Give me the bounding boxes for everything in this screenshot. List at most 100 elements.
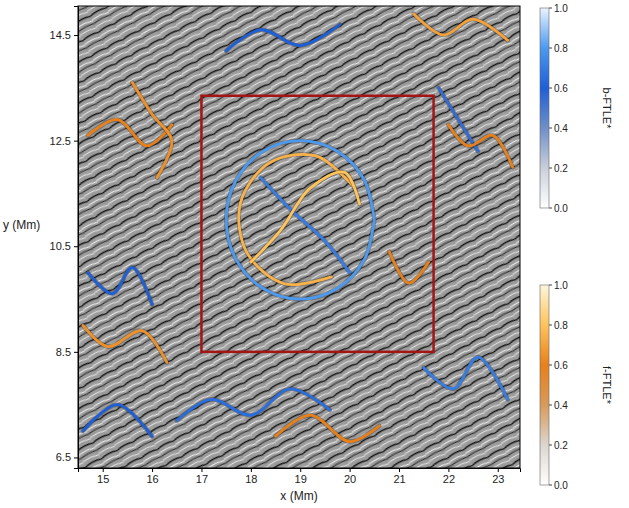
tick-label: 6.5 [56, 451, 71, 463]
tick-label: 19 [295, 473, 307, 485]
colorbar-tick [549, 168, 552, 169]
colorbar-tick [549, 8, 552, 9]
colorbar-tick-label: 0.8 [554, 320, 568, 331]
colorbar-ramp [540, 8, 549, 208]
ridge [424, 357, 508, 399]
colorbar-tick-label: 0.0 [554, 480, 568, 491]
axis-line [74, 7, 79, 469]
tick-mark [74, 352, 78, 353]
tick: 18 [245, 468, 257, 485]
tick-mark [74, 457, 78, 458]
tick: 10.5 [50, 240, 78, 252]
ridge-shadow [83, 325, 167, 362]
ridge [448, 125, 512, 167]
colorbar-tick [549, 485, 552, 486]
chart: 15 16 17 18 19 20 21 22 23 6.5 8.5 10.5 12.5 14.5 x (M… [0, 0, 629, 508]
colorbar-title: b-FTLE* [601, 88, 613, 130]
colorbar-tick-label: 0.6 [554, 83, 568, 94]
tick-label: 16 [146, 473, 158, 485]
ridge [132, 83, 172, 178]
tick-mark [74, 35, 78, 36]
ridge-shadow [132, 83, 172, 178]
tick-label: 18 [245, 473, 257, 485]
colorbar-tick [549, 325, 552, 326]
ridge [251, 172, 360, 262]
tick: 12.5 [50, 135, 78, 147]
colorbar-tick-label: 0.4 [554, 123, 568, 134]
ridge [88, 267, 152, 304]
ridge-shadow [276, 415, 380, 441]
x-axis: 15 16 17 18 19 20 21 22 23 [79, 468, 521, 485]
y-axis-title: y (Mm) [3, 218, 40, 232]
x-axis-title: x (Mm) [280, 489, 317, 503]
colorbar-tick [549, 285, 552, 286]
tick: 15 [97, 468, 109, 485]
tick-label: 17 [196, 473, 208, 485]
colorbar: 0.00.20.40.60.81.0b-FTLE* [540, 3, 613, 214]
tick: 22 [443, 468, 455, 485]
colorbar-tick-label: 0.0 [554, 203, 568, 214]
streamline-texture [78, 6, 520, 468]
ridge [226, 24, 340, 50]
colorbar-tick-label: 0.4 [554, 400, 568, 411]
colorbar-ramp [540, 285, 549, 485]
colorbar-tick-label: 1.0 [554, 280, 568, 291]
tick-mark [300, 468, 301, 472]
tick-mark [399, 468, 400, 472]
ridge-shadow [414, 14, 508, 40]
tick: 8.5 [56, 346, 78, 358]
ridge-shadow [389, 252, 429, 284]
tick-mark [74, 246, 78, 247]
tick-mark [251, 468, 252, 472]
tick-mark [103, 468, 104, 472]
ridge [83, 325, 167, 362]
ridge-shadow [83, 405, 152, 437]
colorbar-tick-label: 0.6 [554, 360, 568, 371]
axis-line [79, 469, 521, 473]
colorbar-tick [549, 445, 552, 446]
tick: 16 [146, 468, 158, 485]
colorbar-tick [549, 48, 552, 49]
tick: 20 [344, 468, 356, 485]
tick-label: 23 [492, 473, 504, 485]
tick-label: 15 [97, 473, 109, 485]
ridge [276, 415, 380, 441]
region-box [201, 96, 433, 352]
y-axis: 6.5 8.5 10.5 12.5 14.5 [50, 7, 79, 469]
ridge-shadow [448, 125, 512, 167]
ridge [439, 88, 479, 151]
ridge [389, 252, 429, 284]
colorbar-tick-label: 0.2 [554, 440, 568, 451]
tick-mark [448, 468, 449, 472]
tick-mark [201, 468, 202, 472]
tick-label: 8.5 [56, 346, 71, 358]
colorbar-tick [549, 128, 552, 129]
ridge-shadow [226, 24, 340, 50]
colorbar: 0.00.20.40.60.81.0f-FTLE* [540, 280, 613, 491]
ridge-shadow [88, 267, 152, 304]
tick: 17 [196, 468, 208, 485]
tick-mark [74, 141, 78, 142]
tick-mark [350, 468, 351, 472]
tick-label: 10.5 [50, 240, 71, 252]
plot-frame [78, 6, 520, 468]
ridge-shadow [439, 88, 479, 151]
tick: 19 [295, 468, 307, 485]
tick-label: 14.5 [50, 29, 71, 41]
colorbar-tick [549, 208, 552, 209]
tick: 23 [492, 468, 504, 485]
tick: 14.5 [50, 29, 78, 41]
ridge-shadow [226, 141, 374, 299]
tick-mark [498, 468, 499, 472]
colorbar-tick [549, 365, 552, 366]
ridge [414, 14, 508, 40]
colorbar-tick [549, 88, 552, 89]
tick-label: 21 [393, 473, 405, 485]
ridge [83, 405, 152, 437]
colorbar-tick-label: 0.2 [554, 163, 568, 174]
tick: 21 [393, 468, 405, 485]
colorbar-tick-label: 1.0 [554, 3, 568, 14]
ridge-shadow [424, 357, 508, 399]
ridge-shadow [251, 172, 360, 262]
tick-mark [152, 468, 153, 472]
